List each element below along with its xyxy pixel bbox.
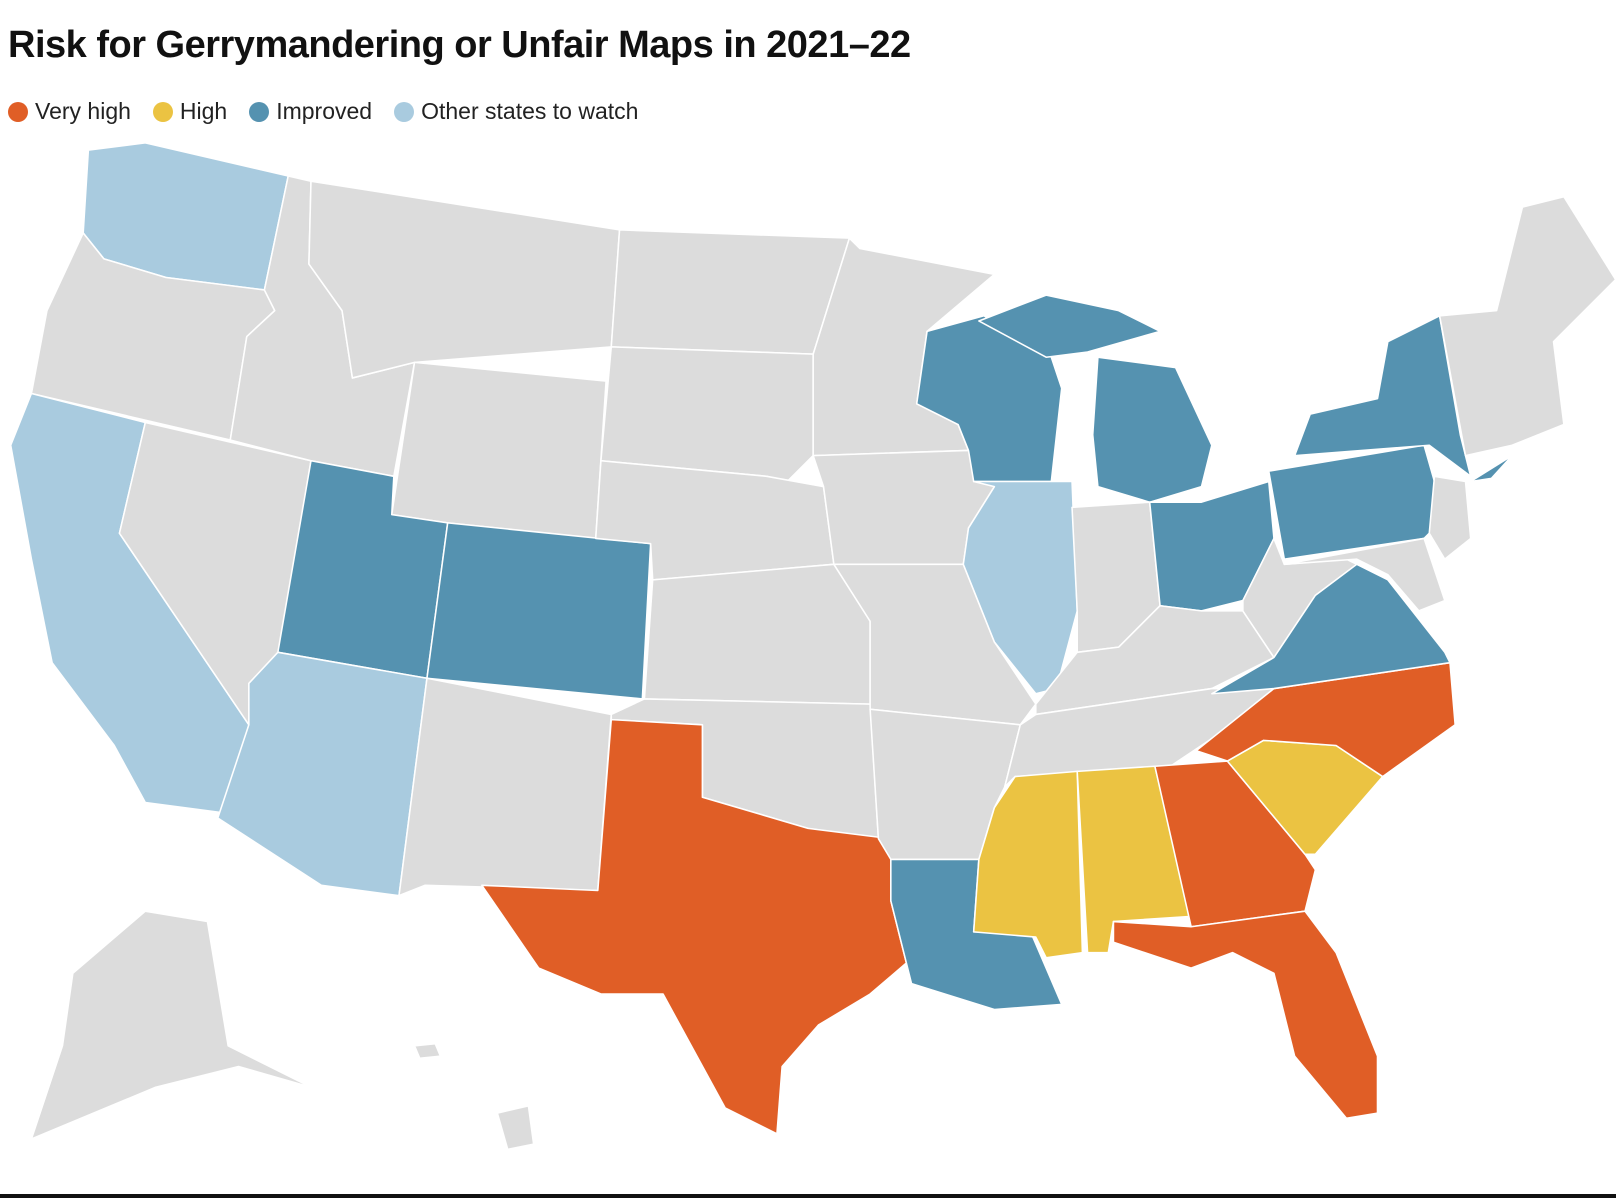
legend-item: High — [152, 98, 228, 125]
legend-item: Other states to watch — [394, 98, 638, 125]
maryland-delaware — [1283, 537, 1446, 612]
virginia — [1211, 563, 1451, 695]
colorado — [426, 522, 652, 700]
montana — [308, 180, 621, 379]
michigan — [1091, 356, 1213, 503]
legend-label: Very high — [35, 98, 131, 124]
texas — [481, 718, 908, 1135]
south-dakota — [600, 346, 814, 483]
new-england — [1438, 195, 1616, 457]
arizona — [217, 651, 428, 897]
florida — [1112, 910, 1379, 1120]
north-dakota — [610, 229, 851, 355]
legend: Very high High Improved Other states to wat… — [8, 98, 638, 125]
new-jersey — [1428, 475, 1472, 560]
hawaii — [496, 1105, 535, 1151]
chart-title: Risk for Gerrymandering or Unfair Maps i… — [8, 24, 911, 66]
bottom-rule — [0, 1194, 1616, 1198]
legend-swatch — [152, 101, 173, 122]
legend-label: High — [179, 98, 228, 124]
michigan-up — [978, 294, 1161, 359]
wyoming — [390, 361, 607, 540]
alaska — [30, 910, 312, 1140]
mississippi — [972, 770, 1084, 959]
legend-swatch — [8, 101, 28, 122]
legend-label: Other states to watch — [421, 98, 639, 124]
legend-label: Improved — [276, 98, 373, 124]
legend-item: Very high — [8, 98, 131, 125]
legend-item: Improved — [249, 98, 372, 125]
kansas — [643, 563, 871, 705]
long-island — [1469, 454, 1513, 483]
legend-swatch — [394, 101, 415, 122]
new-mexico — [398, 677, 613, 897]
hawaii-islands — [413, 1042, 442, 1059]
legend-swatch — [249, 101, 270, 122]
